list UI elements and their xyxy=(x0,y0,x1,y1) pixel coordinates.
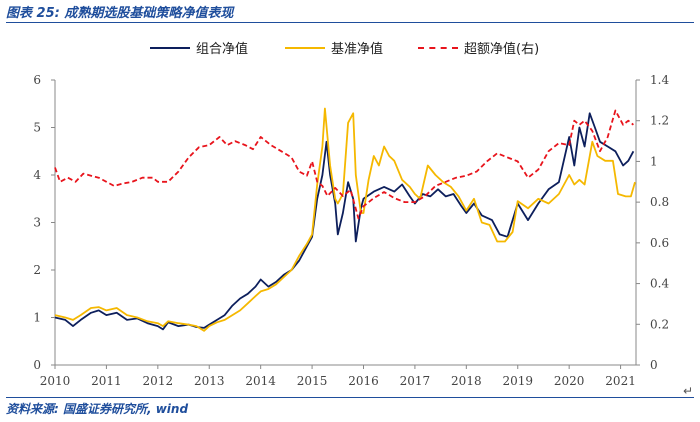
series-line-portfolio xyxy=(54,112,635,331)
x-tick-label: 2010 xyxy=(40,374,71,388)
title-rule xyxy=(6,22,694,23)
legend-swatch-excess xyxy=(418,46,458,49)
left-y-tick-label: 0 xyxy=(33,358,41,372)
legend-item-benchmark: 基准净值 xyxy=(285,38,383,57)
chart-legend: 组合净值 基准净值 超额净值(右) xyxy=(0,38,700,58)
x-tick-label: 2016 xyxy=(348,374,379,388)
x-tick-label: 2011 xyxy=(91,374,122,388)
right-y-tick-label: 0 xyxy=(650,358,658,372)
left-y-tick-label: 1 xyxy=(33,311,41,325)
left-y-tick-label: 3 xyxy=(33,216,41,230)
figure-title: 图表 25: 成熟期选股基础策略净值表现 xyxy=(6,6,234,21)
x-tick-label: 2014 xyxy=(245,374,276,388)
legend-swatch-benchmark xyxy=(285,46,325,49)
right-y-tick-label: 0.8 xyxy=(650,195,669,209)
x-tick-label: 2020 xyxy=(554,374,585,388)
legend-label-portfolio: 组合净值 xyxy=(196,42,249,57)
right-y-tick-label: 0.6 xyxy=(650,236,669,250)
legend-item-excess: 超额净值(右) xyxy=(418,38,539,57)
right-y-tick-label: 0.2 xyxy=(650,317,669,331)
left-y-tick-label: 4 xyxy=(33,168,41,182)
series-line-benchmark xyxy=(54,107,636,332)
return-mark: ↵ xyxy=(683,384,694,398)
legend-swatch-portfolio xyxy=(150,46,190,49)
source-note: 资料来源: 国盛证券研究所, wind xyxy=(6,402,189,416)
right-y-tick-label: 0.4 xyxy=(650,277,669,291)
left-y-tick-label: 5 xyxy=(33,121,41,135)
source-rule xyxy=(6,397,694,398)
legend-item-portfolio: 组合净值 xyxy=(150,38,248,57)
series-line-excess xyxy=(54,109,634,220)
left-y-tick-label: 2 xyxy=(33,263,41,277)
right-y-tick-label: 1.4 xyxy=(650,73,669,87)
x-tick-label: 2017 xyxy=(400,374,431,388)
x-tick-label: 2015 xyxy=(297,374,328,388)
x-tick-label: 2021 xyxy=(605,374,636,388)
x-tick-label: 2013 xyxy=(194,374,225,388)
x-tick-label: 2012 xyxy=(143,374,174,388)
right-y-tick-label: 1.2 xyxy=(650,114,669,128)
x-tick-label: 2018 xyxy=(451,374,482,388)
right-y-tick-label: 1 xyxy=(650,154,658,168)
x-tick-label: 2019 xyxy=(502,374,533,388)
legend-label-excess: 超额净值(右) xyxy=(464,42,540,57)
left-y-tick-label: 6 xyxy=(33,73,41,87)
legend-label-benchmark: 基准净值 xyxy=(331,42,384,57)
